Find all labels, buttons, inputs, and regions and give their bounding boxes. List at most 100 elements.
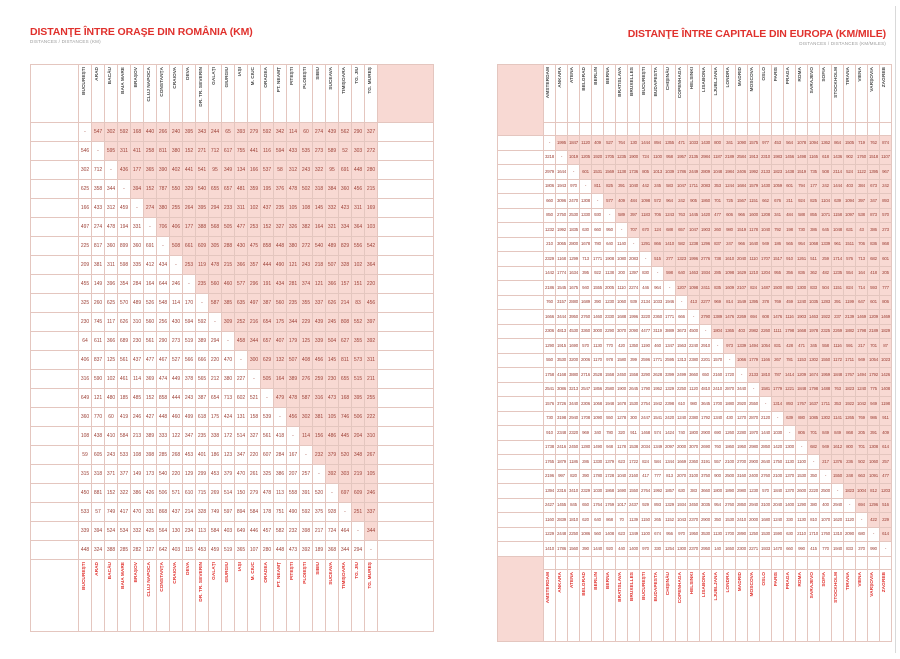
distance-cell: 1040: [627, 178, 640, 194]
distance-cell: 1934: [699, 265, 712, 281]
distance-cell: 119: [195, 255, 209, 275]
distance-cell: 1300: [783, 439, 796, 455]
distance-cell: 260: [91, 293, 105, 313]
footer-city-header: DEVA: [182, 559, 196, 632]
distance-cell: 237: [831, 309, 844, 325]
row-city-label-right: [377, 255, 434, 275]
distance-cell: 2410: [735, 512, 748, 528]
distance-cell: 4813: [555, 323, 568, 339]
distance-cell: 350: [807, 468, 820, 484]
distance-cell: 2380: [687, 352, 700, 368]
distance-cell: 1209: [867, 309, 880, 325]
row-city-label: [497, 512, 544, 528]
distance-cell: 660: [591, 222, 604, 238]
distance-cell: 2135: [687, 149, 700, 165]
distance-cell: 272: [364, 141, 378, 161]
row-city-label: [497, 280, 544, 296]
distance-cell: 1004: [855, 483, 868, 499]
distance-cell: 864: [831, 135, 844, 151]
distance-cell: 954: [711, 497, 724, 513]
distance-cell: 1880: [723, 396, 736, 412]
distance-cell: 235: [195, 426, 209, 446]
distance-cell: 557: [711, 454, 724, 470]
distance-cell: 2880: [567, 294, 580, 310]
distance-cell: 1758: [543, 367, 556, 383]
distance-cell: 152: [143, 388, 157, 408]
country-code-label: [579, 122, 592, 136]
distance-cell: 386: [807, 222, 820, 238]
distance-cell: 1299: [567, 251, 580, 267]
distance-cell: -: [104, 160, 118, 180]
distance-cell: 1900: [627, 149, 640, 165]
distance-cell: 366: [104, 331, 118, 351]
distance-cell: 775: [867, 381, 880, 397]
distance-cell: 587: [299, 388, 313, 408]
distance-cell: 464: [338, 521, 352, 541]
distance-cell: 379: [325, 445, 339, 465]
distance-cell: 591: [843, 338, 856, 354]
distance-cell: 1100: [639, 526, 652, 542]
distance-cell: 282: [130, 540, 144, 560]
distance-cell: 2900: [699, 512, 712, 528]
column-city-header: ANKARA: [555, 64, 568, 123]
distance-cell: 609: [195, 236, 209, 256]
country-code-label: [567, 555, 580, 570]
distance-cell: 170: [182, 293, 196, 313]
distance-cell: 402: [169, 160, 183, 180]
country-code-label: [639, 555, 652, 570]
distance-cell: 1942: [651, 396, 664, 412]
country-code-label: [543, 122, 556, 136]
footer-city-header: BERNA: [603, 568, 616, 642]
vertical-city-label: CONSTANŢA: [159, 67, 165, 97]
distance-cell: -: [651, 265, 664, 281]
distance-cell: 911: [879, 410, 892, 426]
footer-city-header: VARŞOVIA: [867, 568, 880, 642]
distance-cell: 800: [711, 135, 724, 151]
distance-cell: 267: [364, 445, 378, 465]
distance-cell: 1765: [543, 454, 556, 470]
distance-cell: 353: [831, 396, 844, 412]
footer-city-header: IAŞI: [234, 559, 248, 632]
distance-cell: 1530: [759, 526, 772, 542]
distance-cell: 1426: [879, 367, 892, 383]
distance-cell: 235: [273, 198, 287, 218]
distance-cell: 475: [247, 236, 261, 256]
distance-cell: 1085: [807, 410, 820, 426]
distance-cell: 560: [208, 274, 222, 294]
distance-cell: 893: [783, 396, 796, 412]
distance-cell: 1438: [783, 164, 796, 180]
country-code-label: [663, 555, 676, 570]
distance-cell: 1410: [663, 236, 676, 252]
distance-cell: 1151: [747, 193, 760, 209]
distance-cell: 1059: [771, 178, 784, 194]
footer-city-header: BUDAPESTA: [651, 568, 664, 642]
vertical-city-label: IAŞI: [237, 67, 243, 77]
distance-cell: 1120: [579, 135, 592, 151]
distance-cell: 274: [143, 198, 157, 218]
distance-cell: 590: [91, 369, 105, 389]
distance-cell: 473: [286, 540, 300, 560]
distance-cell: 1039: [663, 164, 676, 180]
distance-cell: -: [783, 425, 796, 441]
distance-cell: 538: [855, 207, 868, 223]
distance-cell: 2760: [723, 497, 736, 513]
distance-cell: 1558: [627, 367, 640, 383]
distance-cell: 689: [117, 331, 131, 351]
distance-cell: 1235: [831, 265, 844, 281]
row-city-label-right: [377, 388, 434, 408]
row-city-label: [497, 381, 544, 397]
vertical-city-label: PRAGA: [786, 67, 792, 85]
europe-table-title: DISTANŢE ÎNTRE CAPITALE DIN EUROPA (KM/M…: [627, 28, 886, 40]
row-city-label-right: [377, 483, 434, 503]
distance-cell: 1750: [771, 454, 784, 470]
romania-table-title: DISTANŢE ÎNTRE ORAŞE DIN ROMÂNIA (KM): [30, 26, 253, 38]
distance-cell: 1243: [663, 207, 676, 223]
distance-cell: 714: [855, 280, 868, 296]
distance-cell: 1678: [579, 236, 592, 252]
distance-cell: 1090: [735, 135, 748, 151]
distance-cell: 777: [651, 468, 664, 484]
footer-city-header: BRAŞOV: [130, 559, 144, 632]
column-city-header: SOFIA: [819, 64, 832, 123]
distance-cell: 3157: [555, 294, 568, 310]
distance-cell: 1494: [855, 367, 868, 383]
